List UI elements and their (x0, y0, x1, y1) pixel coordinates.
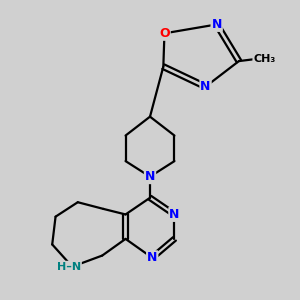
Text: N: N (169, 208, 180, 221)
Text: N: N (212, 18, 222, 31)
Text: N: N (145, 170, 155, 183)
Text: N: N (200, 80, 211, 93)
Text: H–N: H–N (57, 262, 81, 272)
Text: CH₃: CH₃ (253, 54, 276, 64)
Text: N: N (147, 251, 158, 264)
Text: O: O (159, 27, 170, 40)
